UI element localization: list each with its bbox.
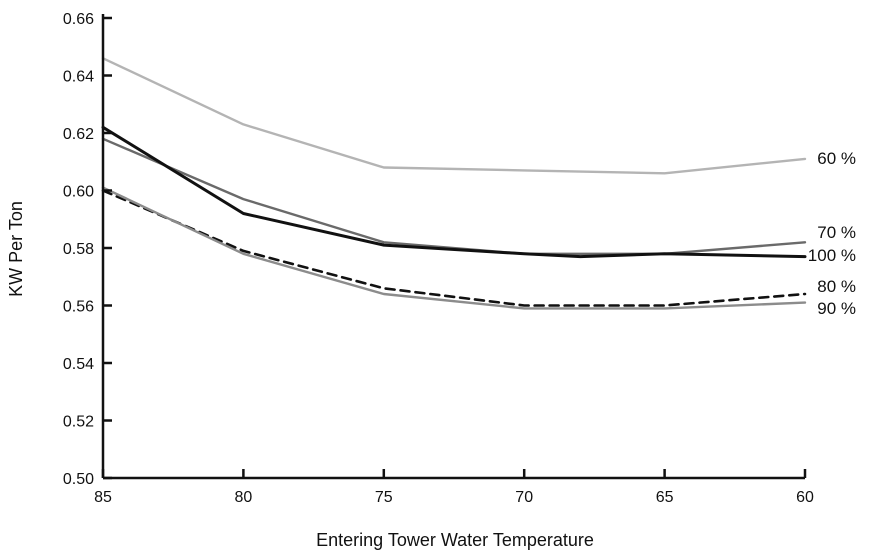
y-tick-label: 0.56 [63,299,94,316]
x-tick-label: 70 [515,489,533,506]
x-tick-label: 60 [796,489,814,506]
axis-layer [101,14,805,480]
y-tick-label: 0.58 [63,241,94,258]
series-label-100-percent: 100 % [808,246,856,265]
series-line-90-percent [101,186,807,310]
y-axis-title: KW Per Ton [6,201,26,297]
y-tick-label: 0.52 [63,414,94,431]
y-tick-label: 0.66 [63,11,94,28]
x-tick-label: 85 [94,489,112,506]
series-line-100-percent [101,125,807,259]
series-label-90-percent: 90 % [817,299,856,318]
y-tick-label: 0.64 [63,69,94,86]
series-line-60-percent [101,57,807,175]
x-ticks: 85 80 75 70 65 60 [94,469,814,506]
series-label-60-percent: 60 % [817,149,856,168]
y-tick-label: 0.50 [63,471,94,488]
x-tick-label: 75 [375,489,393,506]
y-tick-label: 0.60 [63,184,94,201]
series-line-80-percent [101,189,807,307]
y-ticks: 0.50 0.52 0.54 0.56 0.58 0.60 0.62 0.64 0.66 [63,11,112,488]
x-axis-title: Entering Tower Water Temperature [316,530,594,550]
y-tick-label: 0.62 [63,126,94,143]
y-tick-label: 0.54 [63,356,94,373]
series-layer [101,57,807,310]
x-tick-label: 65 [656,489,674,506]
series-labels: 60 % 70 % 100 % 80 % 90 % [808,149,856,318]
x-tick-label: 80 [235,489,253,506]
series-label-70-percent: 70 % [817,223,856,242]
series-label-80-percent: 80 % [817,277,856,296]
